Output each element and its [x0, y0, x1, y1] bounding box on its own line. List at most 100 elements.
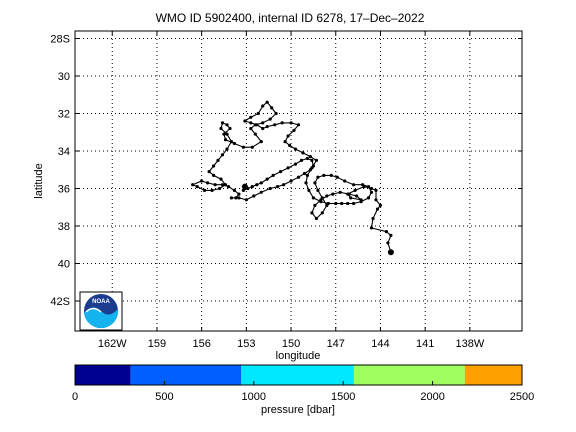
trajectory-point — [265, 177, 269, 181]
trajectory-point — [259, 190, 263, 194]
x-axis: 162W 159 156 153 150 147 144 141 138W — [98, 31, 485, 350]
trajectory-point — [292, 128, 296, 132]
trajectory-point — [206, 181, 210, 185]
trajectory-point — [366, 185, 371, 189]
trajectory-point — [335, 175, 339, 179]
colorbar-tick-label: 0 — [72, 391, 78, 403]
colorbar-label: pressure [dbar] — [261, 404, 335, 416]
trajectory-point — [191, 183, 195, 187]
colorbar-tick-label: 2500 — [510, 391, 534, 403]
trajectory-point — [331, 192, 335, 196]
colorbar-band — [75, 365, 131, 385]
trajectory-point — [316, 175, 320, 179]
trajectory-point — [361, 183, 365, 187]
trajectory-point — [304, 181, 308, 185]
trajectory-point — [249, 115, 253, 119]
colorbar-band — [130, 365, 242, 385]
trajectory-point — [268, 117, 272, 121]
x-tick-label: 150 — [282, 338, 300, 350]
trajectory-point — [216, 158, 220, 162]
trajectory-point — [378, 203, 382, 207]
y-tick-label: 34 — [58, 146, 70, 158]
trajectory-point — [234, 196, 238, 200]
y-tick-label: 40 — [58, 259, 70, 271]
colorbar-tick-label: 1500 — [331, 391, 355, 403]
trajectory-point — [237, 192, 241, 196]
trajectory-point — [349, 196, 353, 200]
trajectory-point — [225, 132, 229, 136]
trajectory-end-marker — [387, 249, 394, 256]
trajectory-point — [389, 233, 393, 237]
trajectory-point — [325, 194, 329, 198]
trajectory-point — [310, 158, 314, 162]
trajectory-point — [313, 181, 317, 185]
x-tick-label: 147 — [327, 338, 345, 350]
trajectory-point — [311, 196, 315, 200]
x-tick-label: 144 — [371, 338, 389, 350]
trajectory-point — [229, 140, 233, 144]
trajectory-point — [212, 164, 216, 168]
noaa-logo: NOAA — [79, 291, 123, 331]
trajectory-point — [286, 134, 290, 138]
trajectory-point — [265, 100, 269, 104]
trajectory-point — [296, 175, 301, 179]
trajectory-point — [228, 126, 232, 131]
trajectory-point — [273, 123, 277, 127]
trajectory-point — [222, 132, 226, 136]
trajectory-point — [241, 188, 245, 192]
trajectory-point — [270, 106, 274, 110]
trajectory-point — [243, 119, 247, 123]
trajectory-point — [237, 196, 241, 200]
trajectory-point — [286, 166, 290, 170]
colorbar-band — [241, 365, 354, 385]
trajectory-point — [250, 145, 254, 149]
colorbar-band — [464, 365, 522, 385]
trajectory-point — [252, 194, 256, 198]
colorbar-tick-label: 500 — [155, 391, 173, 403]
trajectory-point — [261, 121, 265, 125]
trajectory-point — [369, 186, 374, 191]
trajectory-point — [320, 211, 324, 215]
trajectory-point — [253, 123, 257, 127]
trajectory-point — [299, 158, 304, 162]
y-axis: 28S 30 32 34 36 38 40 42S — [50, 34, 522, 308]
y-tick-label: 32 — [58, 109, 70, 121]
trajectory-point — [311, 164, 315, 168]
y-tick-label: 42S — [50, 296, 70, 308]
colorbar-tick-label: 2000 — [420, 391, 444, 403]
trajectory-point — [232, 141, 236, 146]
trajectory-point — [219, 126, 223, 131]
trajectory-point — [329, 173, 333, 177]
trajectory-point — [289, 121, 293, 125]
trajectory-point — [352, 183, 356, 187]
trajectory-point — [369, 226, 374, 230]
trajectory-point — [256, 111, 260, 116]
logo-gull — [85, 307, 102, 313]
x-tick-label: 138W — [455, 338, 484, 350]
logo-wave — [84, 307, 119, 329]
colorbar-frame — [74, 364, 523, 386]
x-tick-label: 141 — [416, 338, 434, 350]
trajectory-point — [316, 188, 320, 192]
trajectory-point — [305, 173, 309, 177]
x-tick-label: 156 — [192, 338, 210, 350]
trajectory-point — [288, 143, 292, 147]
trajectory-point — [305, 156, 309, 161]
trajectory-point — [226, 185, 231, 189]
trajectory-point — [223, 183, 228, 187]
plot-area-frame — [74, 30, 523, 332]
trajectory-point — [355, 194, 359, 198]
trajectory-point — [371, 216, 375, 221]
trajectory-point — [279, 170, 283, 174]
trajectory-point — [352, 201, 356, 206]
trajectory-point — [293, 147, 298, 151]
x-tick-label: 153 — [237, 338, 255, 350]
trajectory-point — [207, 170, 211, 174]
trajectory-point — [212, 173, 216, 177]
trajectory-point — [265, 125, 269, 129]
x-tick-label: 159 — [148, 338, 166, 350]
trajectory-point — [225, 123, 229, 127]
trajectory-point — [249, 126, 253, 131]
trajectory-start-marker — [241, 183, 248, 190]
x-tick-label: 162W — [98, 338, 127, 350]
